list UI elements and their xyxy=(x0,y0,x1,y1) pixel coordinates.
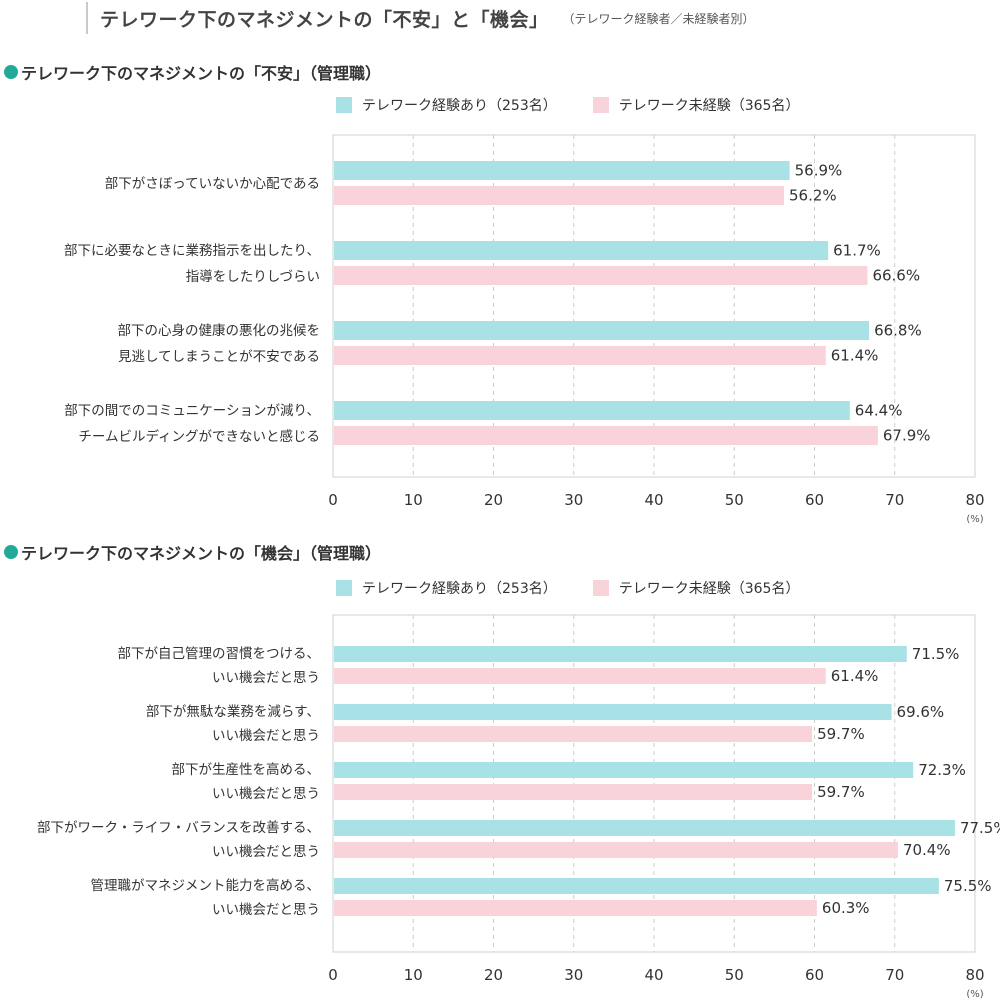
x-tick-label: 0 xyxy=(328,966,338,984)
value-label: 70.4% xyxy=(903,841,951,859)
page-title: テレワーク下のマネジメントの「不安」と「機会」 （テレワーク経験者／未経験者別） xyxy=(86,2,755,34)
chart-1-legend: テレワーク経験あり（253名） テレワーク未経験（365名） xyxy=(336,95,835,115)
x-tick-label: 10 xyxy=(404,966,423,984)
category-label: 部下がさぼっていないか心配である xyxy=(105,176,320,192)
chart-2-opportunity: 0 10 20 30 40 50 60 70 80 (%) 部下が自己管理の習慣をつける、いい機会だ… xyxy=(37,614,1000,1000)
page-title-main: テレワーク下のマネジメントの「不安」と「機会」 xyxy=(100,8,549,31)
value-label: 66.8% xyxy=(874,322,922,340)
value-label: 61.7% xyxy=(833,242,881,260)
x-tick-label: 40 xyxy=(644,491,663,509)
category-label: いい機会だと思う xyxy=(212,902,320,918)
legend-item-experienced: テレワーク経験あり（253名） xyxy=(336,578,557,598)
x-tick-label: 50 xyxy=(725,491,744,509)
value-label: 69.6% xyxy=(897,703,945,721)
x-tick-label: 20 xyxy=(484,491,503,509)
category-label: 指導をしたりしづらい xyxy=(186,269,320,285)
chart-1-title-text: テレワーク下のマネジメントの「不安」（管理職） xyxy=(21,64,382,83)
x-tick-label: 0 xyxy=(328,491,338,509)
legend-label-inexperienced: テレワーク未経験（365名） xyxy=(618,98,800,114)
chart-2-legend: テレワーク経験あり（253名） テレワーク未経験（365名） xyxy=(336,578,835,598)
category-label: 見逃してしまうことが不安である xyxy=(118,349,320,365)
x-tick-label: 70 xyxy=(885,966,904,984)
legend-label-experienced: テレワーク経験あり（253名） xyxy=(362,581,557,597)
unit-label: (%) xyxy=(966,989,983,1000)
value-label: 60.3% xyxy=(822,899,870,917)
x-tick-label: 40 xyxy=(644,966,663,984)
x-tick-label: 80 xyxy=(965,491,984,509)
bullet-dot-icon xyxy=(4,545,18,559)
category-label: 管理職がマネジメント能力を高める、 xyxy=(91,877,321,894)
bar-inexperienced xyxy=(334,668,826,684)
bar-inexperienced xyxy=(334,346,826,365)
value-label: 61.4% xyxy=(831,667,879,685)
value-label: 77.5% xyxy=(960,819,1000,837)
x-tick-label: 70 xyxy=(885,491,904,509)
bar-experienced xyxy=(334,878,939,894)
legend-swatch-inexperienced xyxy=(592,580,609,596)
value-label: 66.6% xyxy=(872,267,920,285)
bar-inexperienced xyxy=(334,726,813,742)
bar-experienced xyxy=(334,762,914,778)
x-tick-label: 30 xyxy=(564,491,583,509)
legend-item-inexperienced: テレワーク未経験（365名） xyxy=(592,95,800,115)
legend-label-inexperienced: テレワーク未経験（365名） xyxy=(618,581,800,597)
x-tick-label: 60 xyxy=(805,966,824,984)
category-label: 部下が無駄な業務を減らす、 xyxy=(146,703,320,720)
x-tick-label: 80 xyxy=(965,966,984,984)
bar-inexperienced xyxy=(334,426,878,445)
value-label: 59.7% xyxy=(817,783,865,801)
bar-experienced xyxy=(334,241,829,260)
chart-1-title: テレワーク下のマネジメントの「不安」（管理職） xyxy=(4,60,381,84)
category-label: 部下の心身の健康の悪化の兆候を xyxy=(118,322,321,339)
value-label: 72.3% xyxy=(918,761,966,779)
chart-2-title: テレワーク下のマネジメントの「機会」（管理職） xyxy=(4,540,381,564)
x-tick-label: 30 xyxy=(564,966,583,984)
category-label: いい機会だと思う xyxy=(212,844,320,860)
legend-swatch-experienced xyxy=(336,580,352,596)
bar-experienced xyxy=(334,321,870,340)
value-label: 56.2% xyxy=(789,187,837,205)
bar-inexperienced xyxy=(334,842,898,858)
unit-label: (%) xyxy=(966,514,983,525)
x-tick-label: 10 xyxy=(404,491,423,509)
bar-inexperienced xyxy=(334,186,785,205)
value-label: 56.9% xyxy=(795,162,843,180)
value-label: 67.9% xyxy=(883,427,931,445)
bar-experienced xyxy=(334,704,892,720)
category-label: いい機会だと思う xyxy=(212,670,320,686)
category-label: 部下の間でのコミュニケーションが減り、 xyxy=(64,402,320,419)
bar-experienced xyxy=(334,646,907,662)
x-tick-label: 20 xyxy=(484,966,503,984)
category-label: いい機会だと思う xyxy=(212,728,320,744)
bar-experienced xyxy=(334,401,850,420)
category-label: 部下が自己管理の習慣をつける、 xyxy=(118,646,321,662)
x-tick-label: 50 xyxy=(725,966,744,984)
value-label: 61.4% xyxy=(831,347,879,365)
bar-inexperienced xyxy=(334,900,817,916)
legend-swatch-inexperienced xyxy=(592,97,609,113)
value-label: 64.4% xyxy=(855,402,903,420)
category-label: いい機会だと思う xyxy=(212,786,320,802)
category-label: 部下がワーク・ライフ・バランスを改善する、 xyxy=(37,820,320,836)
bar-inexperienced xyxy=(334,266,868,285)
category-label: 部下に必要なときに業務指示を出したり、 xyxy=(64,243,320,259)
category-label: 部下が生産性を高める、 xyxy=(172,761,321,778)
page-subtitle: （テレワーク経験者／未経験者別） xyxy=(562,11,755,26)
bar-inexperienced xyxy=(334,784,813,800)
bar-experienced xyxy=(334,820,955,836)
chart-2-title-text: テレワーク下のマネジメントの「機会」（管理職） xyxy=(21,544,382,563)
category-label: チームビルディングができないと感じる xyxy=(78,428,320,445)
chart-1-anxiety: 0 10 20 30 40 50 60 70 80 (%) 部下がさぼっていないか心配である 56.9… xyxy=(64,134,985,525)
value-label: 75.5% xyxy=(944,877,992,895)
value-label: 59.7% xyxy=(817,725,865,743)
bullet-dot-icon xyxy=(4,65,18,79)
bar-experienced xyxy=(334,161,790,180)
legend-item-experienced: テレワーク経験あり（253名） xyxy=(336,95,557,115)
legend-label-experienced: テレワーク経験あり（253名） xyxy=(362,98,557,114)
legend-item-inexperienced: テレワーク未経験（365名） xyxy=(592,578,800,598)
x-tick-label: 60 xyxy=(805,491,824,509)
legend-swatch-experienced xyxy=(336,97,352,113)
value-label: 71.5% xyxy=(912,645,960,663)
